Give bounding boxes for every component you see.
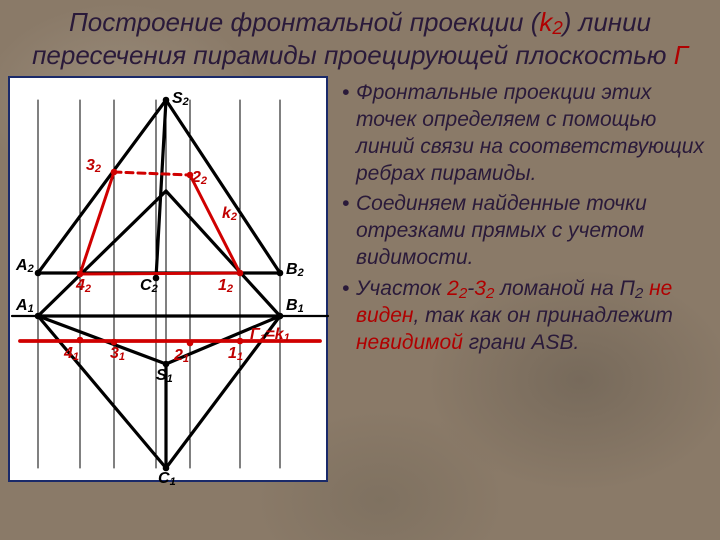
diagram-label-p12: 12	[218, 278, 233, 295]
diagram-label-p41: 41	[64, 346, 79, 363]
geometry-diagram: S2A2B2C2A1B1C1S1k21222324211213141Г₁=k1	[8, 76, 328, 482]
title-pre: Построение фронтальной проекции (	[69, 7, 539, 37]
title-k2: k2	[539, 7, 562, 37]
diagram-label-S1: S1	[156, 368, 173, 385]
diagram-label-B2: B2	[286, 262, 304, 279]
bullet-1: Фронтальные проекции этих точек определя…	[342, 80, 706, 188]
title-gamma: Г	[674, 40, 688, 70]
diagram-label-p21: 21	[174, 348, 189, 365]
diagram-label-C1: C1	[158, 471, 176, 488]
bullet-list: Фронтальные проекции этих точек определя…	[338, 76, 720, 482]
diagram-label-k2: k2	[222, 206, 237, 223]
slide-title: Построение фронтальной проекции (k2) лин…	[0, 0, 720, 76]
diagram-label-p31: 31	[110, 346, 125, 363]
bullet-3: Участок 22-32 ломаной на П2 не виден, та…	[342, 276, 706, 357]
diagram-label-S2: S2	[172, 91, 189, 108]
diagram-label-p42: 42	[76, 278, 91, 295]
diagram-label-p32: 32	[86, 158, 101, 175]
diagram-label-p11: 11	[228, 346, 243, 363]
diagram-label-G1k1: Г₁=k1	[250, 327, 290, 344]
diagram-label-C2: C2	[140, 278, 158, 295]
diagram-label-A2: A2	[16, 258, 34, 275]
diagram-label-A1: A1	[16, 298, 34, 315]
content-row: S2A2B2C2A1B1C1S1k21222324211213141Г₁=k1 …	[0, 76, 720, 482]
diagram-label-B1: B1	[286, 298, 304, 315]
diagram-label-p22: 22	[192, 170, 207, 187]
bullet-2: Соединяем найденные точки отрезками прям…	[342, 191, 706, 272]
